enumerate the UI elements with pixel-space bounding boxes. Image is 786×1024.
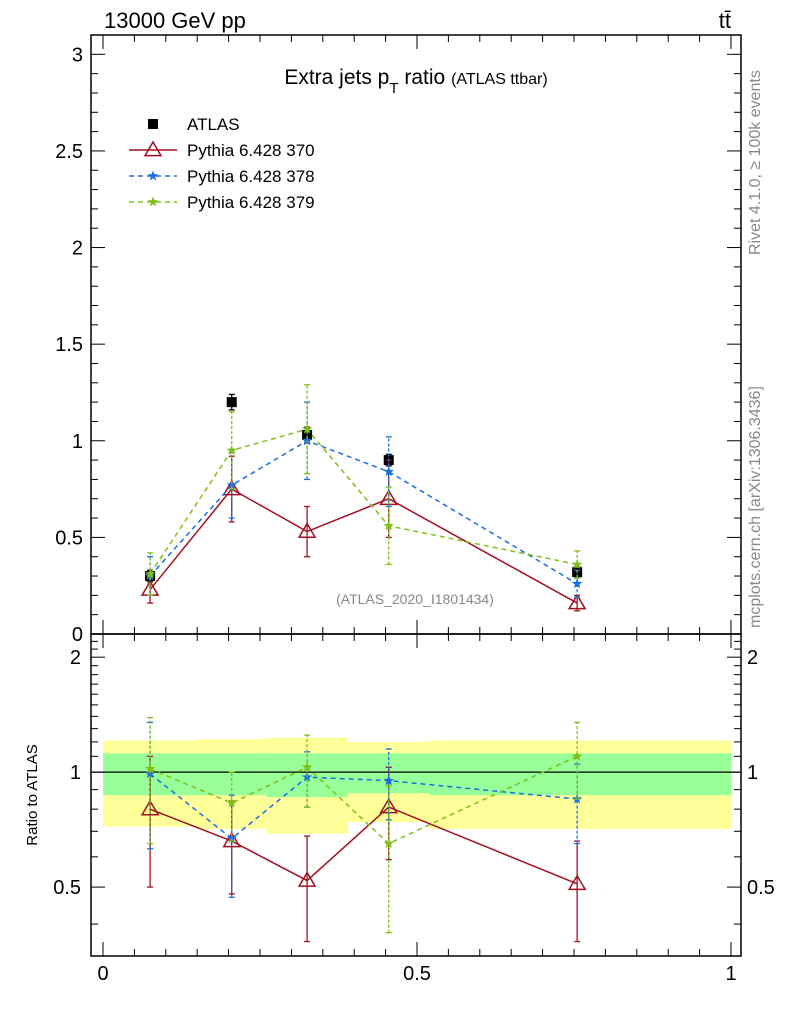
mcplots-label: mcplots.cern.ch [arXiv:1306.3436] <box>747 386 764 628</box>
upper-ytick-label: 0.5 <box>55 527 83 549</box>
legend-label-pythia-6-428-378: Pythia 6.428 378 <box>187 167 315 186</box>
legend-marker-pythia-6-428-370 <box>143 140 163 157</box>
rivet-label: Rivet 4.1.0, ≥ 100k events <box>747 70 764 255</box>
process-label: tt̄ <box>719 8 731 33</box>
lower-ytick-label-right: 0.5 <box>747 877 775 899</box>
ratio-pythia-6-428-370-point <box>140 799 160 816</box>
lower-ytick-label-right: 1 <box>747 762 758 784</box>
legend-marker-pythia-6-428-379 <box>147 196 159 207</box>
legend-label-pythia-6-428-379: Pythia 6.428 379 <box>187 193 315 212</box>
ratio-pythia-6-428-379-point <box>383 838 394 849</box>
upper-atlas-point <box>226 397 237 408</box>
upper-pythia-6-428-370-point <box>297 522 317 538</box>
upper-pythia-6-428-379-point <box>144 568 156 579</box>
ratio-axis-label: Ratio to ATLAS <box>24 744 41 845</box>
xtick-label: 0 <box>97 963 108 985</box>
upper-pythia-6-428-379-point <box>301 423 313 434</box>
upper-ytick-label: 0 <box>72 624 83 646</box>
upper-ytick-label: 2 <box>72 238 83 260</box>
upper-ytick-label: 2.5 <box>55 141 83 163</box>
upper-panel-series <box>140 384 587 612</box>
lower-ytick-label: 1 <box>70 762 81 784</box>
lower-panel-series <box>140 716 587 943</box>
upper-ytick-label: 1 <box>72 431 83 453</box>
ratio-pythia-6-428-379-point <box>571 750 583 761</box>
upper-pythia-6-428-370-point <box>567 593 587 610</box>
legend-label-pythia-6-428-370: Pythia 6.428 370 <box>187 141 315 160</box>
plot-title-small: (ATLAS ttbar) <box>451 71 548 88</box>
ratio-pythia-6-428-379-point <box>144 763 156 774</box>
upper-ytick-label: 3 <box>72 44 83 66</box>
ratio-pythia-6-428-370-point <box>297 871 317 887</box>
plot-title-main2: ratio <box>399 66 446 89</box>
upper-pythia-6-428-379-point <box>226 444 237 455</box>
legend-marker-atlas <box>148 119 158 129</box>
plot-title-main: Extra jets p <box>284 66 389 89</box>
ratio-pythia-6-428-378-point <box>383 775 394 786</box>
legend: ATLAS Pythia 6.428 370 Pythia 6.428 378 Pyt… <box>129 115 315 212</box>
lower-ytick-label: 2 <box>70 647 81 669</box>
legend-label-atlas: ATLAS <box>187 115 240 134</box>
upper-pythia-6-428-379-point <box>571 558 583 569</box>
lower-ytick-label: 0.5 <box>53 877 81 899</box>
upper-pythia-6-428-378-point <box>571 578 583 589</box>
upper-pythia-6-428-379-line <box>149 428 578 575</box>
ratio-pythia-6-428-379-point <box>301 761 313 772</box>
lower-frame <box>90 633 742 957</box>
ratio-uncertainty-bands <box>91 737 741 834</box>
xtick-label: 1 <box>725 963 736 985</box>
upper-pythia-6-428-370-point <box>222 479 242 496</box>
ratio-pythia-6-428-379-point <box>226 797 237 808</box>
band-green-4 <box>429 753 731 796</box>
axes: 0 0.5 1 1.5 2 2.5 3 0 0.5 1 0.5 0.5 1 1 2 2 <box>53 34 775 985</box>
analysis-watermark: (ATLAS_2020_I1801434) <box>336 591 494 607</box>
upper-atlas-point <box>302 429 313 440</box>
upper-ytick-label: 1.5 <box>55 334 83 356</box>
legend-marker-pythia-6-428-378 <box>147 170 159 181</box>
upper-pythia-6-428-378-line <box>149 439 578 585</box>
upper-pythia-6-428-379-point <box>383 520 394 531</box>
lower-ytick-label-right: 2 <box>747 647 758 669</box>
upper-pythia-6-428-378-point <box>226 479 237 490</box>
upper-pythia-6-428-378-point <box>383 466 394 477</box>
upper-pythia-6-428-378-point <box>301 435 313 446</box>
ratio-pythia-6-428-378-point <box>226 833 237 843</box>
plot-title-subscript: T <box>389 80 398 97</box>
plot-title: Extra jets pT ratio (ATLAS ttbar) <box>284 66 547 97</box>
energy-label: 13000 GeV pp <box>104 8 246 33</box>
xtick-label: 0.5 <box>403 963 431 985</box>
ratio-pythia-6-428-370-point <box>567 874 587 891</box>
